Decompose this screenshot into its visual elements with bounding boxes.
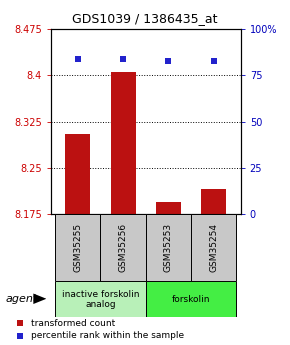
Text: GSM35254: GSM35254 bbox=[209, 223, 218, 272]
Point bbox=[166, 58, 171, 63]
Bar bbox=[55, 214, 101, 281]
Bar bbox=[146, 214, 191, 281]
Bar bbox=[55, 281, 146, 317]
Bar bbox=[156, 201, 181, 214]
Point bbox=[211, 58, 216, 63]
Text: GSM35253: GSM35253 bbox=[164, 223, 173, 272]
Bar bbox=[111, 72, 135, 214]
Bar bbox=[146, 281, 236, 317]
Text: GDS1039 / 1386435_at: GDS1039 / 1386435_at bbox=[72, 12, 218, 25]
Bar bbox=[66, 134, 90, 214]
Point bbox=[76, 56, 80, 62]
Point bbox=[17, 321, 22, 326]
Point bbox=[121, 56, 126, 62]
Text: GSM35255: GSM35255 bbox=[73, 223, 82, 272]
Text: agent: agent bbox=[6, 295, 38, 304]
Text: percentile rank within the sample: percentile rank within the sample bbox=[31, 331, 184, 340]
Text: GSM35256: GSM35256 bbox=[119, 223, 128, 272]
Polygon shape bbox=[33, 294, 46, 304]
Text: forskolin: forskolin bbox=[172, 295, 210, 304]
Text: inactive forskolin
analog: inactive forskolin analog bbox=[62, 289, 139, 309]
Bar bbox=[201, 189, 226, 214]
Text: transformed count: transformed count bbox=[31, 319, 115, 328]
Bar bbox=[191, 214, 236, 281]
Point bbox=[17, 333, 22, 338]
Bar bbox=[101, 214, 146, 281]
